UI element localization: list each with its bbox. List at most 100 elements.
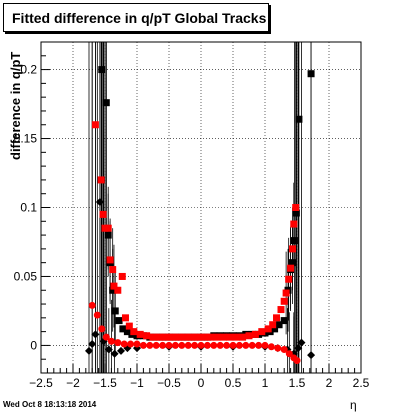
circle-marker (248, 341, 256, 349)
square-marker (282, 289, 290, 297)
x-tick-label: 1.5 (289, 376, 306, 390)
square-marker (232, 333, 240, 341)
x-tick-label: 1 (262, 376, 269, 390)
square-marker (258, 328, 266, 336)
square-marker (130, 328, 138, 336)
x-tick-label: −1 (130, 376, 144, 390)
y-axis-label: difference in q/pT (8, 51, 23, 160)
x-tick-label: −2 (66, 376, 80, 390)
circle-marker (114, 339, 122, 347)
x-tick-label: 2 (326, 376, 333, 390)
circle-marker (267, 343, 275, 351)
square-marker (125, 322, 133, 330)
data-markers (85, 66, 316, 365)
square-marker (114, 286, 122, 294)
square-marker (91, 121, 99, 129)
circle-marker (93, 311, 101, 319)
circle-marker (88, 301, 96, 309)
chart-title: Fitted difference in q/pT Global Tracks (12, 10, 267, 26)
square-marker (307, 70, 315, 78)
circle-marker (191, 341, 199, 349)
square-marker (277, 306, 285, 314)
title-box: Fitted difference in q/pT Global Tracks (3, 3, 269, 32)
square-marker (239, 333, 247, 341)
square-marker (213, 333, 221, 341)
square-marker (226, 333, 234, 341)
circle-marker (235, 341, 243, 349)
square-marker (155, 333, 163, 341)
diamond-marker (117, 346, 125, 355)
diamond-marker (95, 197, 104, 206)
diamond-marker (110, 349, 119, 358)
square-marker (269, 321, 277, 329)
square-marker (181, 333, 189, 341)
circle-marker (261, 341, 269, 349)
circle-marker (203, 341, 211, 349)
circle-marker (165, 341, 173, 349)
square-marker (149, 333, 157, 341)
square-marker (104, 224, 112, 232)
diamond-marker (104, 345, 113, 354)
square-marker (280, 297, 288, 305)
square-marker (280, 317, 288, 325)
y-tick-label: 0.2 (20, 63, 37, 77)
circle-marker (171, 341, 179, 349)
x-tick-label: −1.5 (93, 376, 117, 390)
square-marker (273, 314, 281, 322)
square-marker (292, 209, 300, 217)
circle-marker (178, 341, 186, 349)
circle-marker (274, 344, 282, 352)
square-marker (290, 220, 298, 228)
square-marker (118, 272, 126, 280)
square-marker (292, 204, 300, 211)
x-tick-label: −2.5 (29, 376, 53, 390)
x-tick-label: −0.5 (157, 376, 181, 390)
square-marker (251, 330, 259, 338)
circle-marker (216, 341, 224, 349)
circle-marker (210, 341, 218, 349)
square-marker (109, 286, 117, 294)
square-marker (97, 176, 105, 184)
square-marker (187, 333, 195, 341)
square-marker (119, 325, 127, 333)
square-marker (168, 333, 176, 341)
square-marker (99, 210, 107, 218)
y-tick-label: 0 (30, 338, 37, 352)
circle-marker (242, 341, 250, 349)
square-marker (106, 256, 114, 264)
footer-timestamp: Wed Oct 8 18:13:18 2014 (3, 400, 97, 409)
square-marker (104, 231, 112, 239)
square-marker (264, 325, 272, 333)
square-marker (121, 314, 129, 322)
square-marker (162, 333, 170, 341)
square-marker (219, 333, 227, 341)
circle-marker (223, 341, 231, 349)
x-tick-label: 0.5 (225, 376, 242, 390)
circle-marker (98, 325, 106, 333)
square-marker (285, 275, 293, 283)
square-marker (123, 328, 131, 336)
square-marker (275, 321, 283, 329)
circle-marker (285, 350, 293, 358)
square-marker (136, 330, 144, 338)
circle-marker (139, 341, 147, 349)
square-marker (287, 264, 295, 272)
square-marker (289, 245, 297, 253)
y-tick-label: 0.15 (14, 132, 38, 146)
circle-marker (197, 341, 205, 349)
circle-marker (152, 341, 160, 349)
square-marker (143, 332, 151, 340)
square-marker (110, 282, 118, 290)
square-marker (115, 317, 123, 325)
diamond-marker (294, 344, 303, 353)
square-marker (109, 266, 117, 274)
square-marker (102, 99, 110, 107)
circle-marker (229, 341, 237, 349)
axis-ticks (40, 41, 362, 374)
circle-marker (184, 341, 192, 349)
x-tick-label: 0 (198, 376, 205, 390)
square-marker (200, 333, 208, 341)
circle-marker (120, 340, 128, 348)
square-marker (175, 333, 183, 341)
